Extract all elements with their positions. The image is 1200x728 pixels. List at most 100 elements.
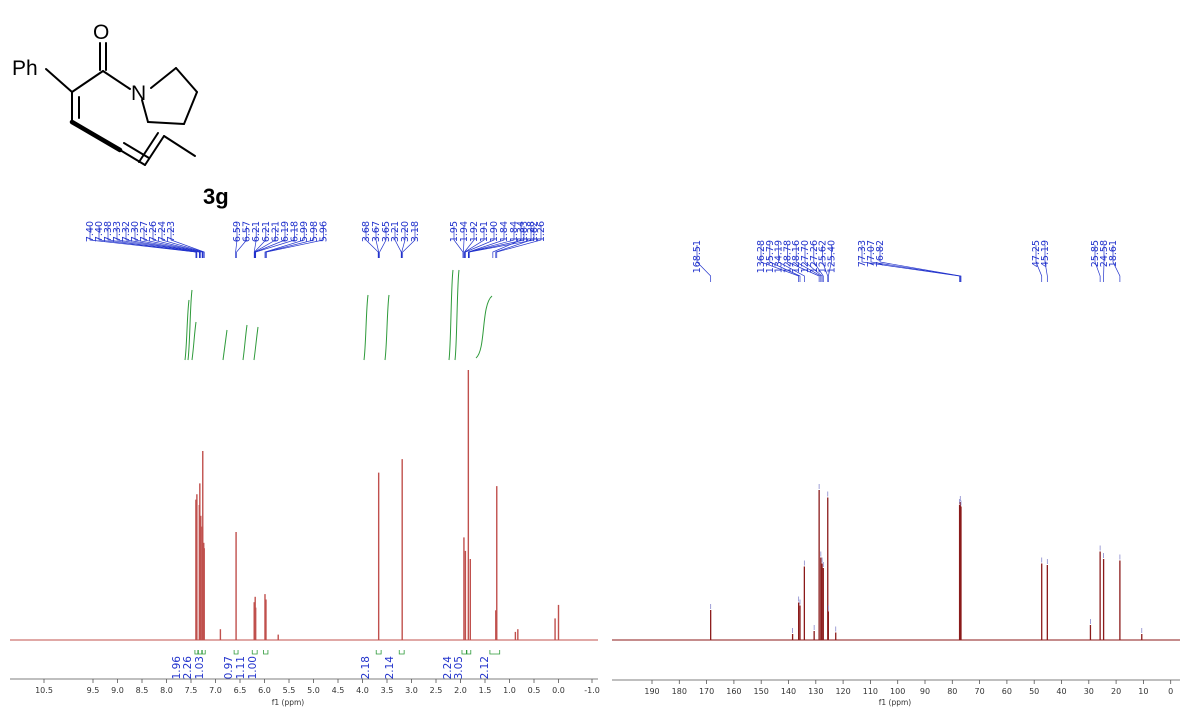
h-peak-label-leader — [379, 226, 387, 258]
h-peak-label: 3.18 — [410, 221, 421, 242]
h-peak-label: 7.32 — [121, 221, 132, 242]
c-peak-label-leader — [828, 245, 832, 282]
bond-c4-c5-a — [119, 149, 146, 166]
h-peak-label: 7.40 — [85, 221, 96, 242]
h-peak-label: 7.27 — [139, 221, 150, 242]
bond-ca-cb — [175, 67, 198, 93]
h-x-tick-label: 4.5 — [332, 686, 345, 695]
h-x-ticks: 10.5 9.5 9.0 8.5 8.0 7.5 7.0 6.5 6.0 5.5 5.0 4.5 4.0… — [35, 679, 600, 695]
c-peak-label: 77.33 — [857, 240, 868, 267]
c-x-tick-label: 190 — [644, 687, 659, 696]
c-x-tick-label: 130 — [808, 687, 823, 696]
c-peak-label: 128.78 — [782, 240, 793, 273]
h-peak-label-leader — [401, 226, 406, 258]
h-peak-labels: 7.407.407.387.337.327.307.277.267.247.23… — [85, 221, 547, 258]
h-x-tick-label: 2.5 — [430, 686, 443, 695]
h-peak-label: 7.26 — [148, 221, 159, 242]
h-peak-label: 1.34 — [516, 221, 527, 242]
h-integral-bracket — [375, 650, 382, 655]
h-peak-label-leader — [143, 226, 203, 258]
h-peak-label-leader — [402, 226, 416, 258]
h-x-axis-label: f1 (ppm) — [272, 698, 305, 707]
h-peak-label: 6.18 — [290, 221, 301, 242]
h-peak-label: 1.92 — [469, 221, 480, 242]
bond-c1-n — [102, 70, 131, 90]
h-peak-label-leader — [107, 226, 198, 258]
h-peak-label: 7.38 — [103, 221, 114, 242]
h-peak-label: 5.96 — [318, 221, 329, 242]
h-peak-label: 5.99 — [299, 221, 310, 242]
h-integral-bracket — [194, 650, 199, 655]
h-peak-label-leader — [235, 226, 238, 258]
h-integral-curve — [253, 326, 259, 361]
h-x-tick-label: 7.5 — [185, 686, 198, 695]
c-peak-label: 76.82 — [875, 240, 886, 267]
c-peak-label: 127.70 — [800, 240, 811, 273]
h-peak-label-leader — [496, 226, 542, 258]
h-integral-label: 1.11 — [235, 656, 247, 679]
c-spectrum-trace — [710, 484, 1143, 640]
atom-n: N — [131, 82, 146, 105]
h-peak-label: 1.90 — [489, 221, 500, 242]
h-peak-label: 1.84 — [499, 221, 510, 242]
h-integral-bracket — [461, 650, 467, 655]
h-peak-label: 3.67 — [371, 221, 382, 242]
bond-c5-c6-a — [144, 135, 165, 166]
c-peak-label: 47.25 — [1031, 240, 1042, 267]
c-peak-label: 136.28 — [756, 240, 767, 273]
h-integral-bracket — [466, 650, 472, 655]
h-peak-label: 1.82 — [529, 221, 540, 242]
h-peak-label-leader — [375, 226, 380, 258]
h-x-tick-label: 3.5 — [381, 686, 394, 695]
h-x-tick-label: 2.0 — [454, 686, 467, 695]
h-integral-label: 1.03 — [194, 656, 206, 679]
bond-c4-c5-b — [123, 142, 150, 159]
c-peak-label: 125.62 — [818, 240, 829, 273]
h-x-tick-label: 5.0 — [307, 686, 320, 695]
h-peak-label: 6.21 — [261, 221, 272, 242]
h-integral-bracket — [201, 650, 206, 655]
bond-c5-c6-b — [138, 132, 159, 163]
c-peak-label-leader — [1044, 245, 1048, 282]
h-x-tick-label: -1.0 — [584, 686, 600, 695]
h-peak-label-leader — [468, 226, 535, 258]
c-x-tick-label: 160 — [726, 687, 741, 696]
c-peak-label-leader — [795, 245, 822, 282]
h-peak-label: 6.59 — [232, 221, 243, 242]
c-peak-label-leader — [1112, 245, 1121, 282]
h-peak-label-leader — [465, 226, 495, 258]
h-peak-label-leader — [236, 226, 247, 258]
c-x-tick-label: 120 — [835, 687, 850, 696]
h-integral-curve — [242, 324, 248, 361]
h-integral-label: 3.05 — [453, 656, 465, 679]
c-peak-label: 125.40 — [826, 240, 837, 273]
h-x-tick-label: 6.5 — [234, 686, 247, 695]
chemical-structure — [45, 42, 198, 166]
c-x-tick-label: 80 — [947, 687, 957, 696]
h-peak-label: 3.68 — [361, 221, 372, 242]
h-peak-label-leader — [152, 226, 204, 258]
h-integral-curve — [448, 269, 454, 361]
c-peak-label: 45.19 — [1040, 240, 1051, 267]
h-peak-label-leader — [125, 226, 201, 258]
bond-cb-cc — [183, 91, 198, 125]
h-peak-label-leader — [492, 226, 522, 258]
c-x-ticks: 190 180 170 160 150 140 130 120 110 100 90 80 70 60 50… — [644, 680, 1173, 696]
c-peak-label-leader — [813, 245, 824, 282]
h-x-tick-label: 1.5 — [479, 686, 492, 695]
c-x-tick-label: 150 — [754, 687, 769, 696]
h-x-tick-label: 1.0 — [503, 686, 516, 695]
h-integral-label: 2.24 — [442, 656, 454, 680]
h-integral-label: 1.96 — [171, 656, 183, 680]
c-x-tick-label: 180 — [672, 687, 687, 696]
h-peak-label: 1.94 — [459, 221, 470, 242]
h-integral-bracket — [197, 650, 203, 655]
h-integral-curve — [454, 269, 460, 361]
bond-n-ca — [150, 67, 177, 89]
h-integral-bracket — [489, 650, 501, 655]
h-integral-label: 2.26 — [182, 656, 194, 680]
h-integral-curve — [184, 299, 190, 361]
h-peak-label: 1.95 — [449, 221, 460, 242]
h-peak-label-leader — [394, 226, 402, 258]
c-peak-label-leader — [1094, 245, 1101, 282]
